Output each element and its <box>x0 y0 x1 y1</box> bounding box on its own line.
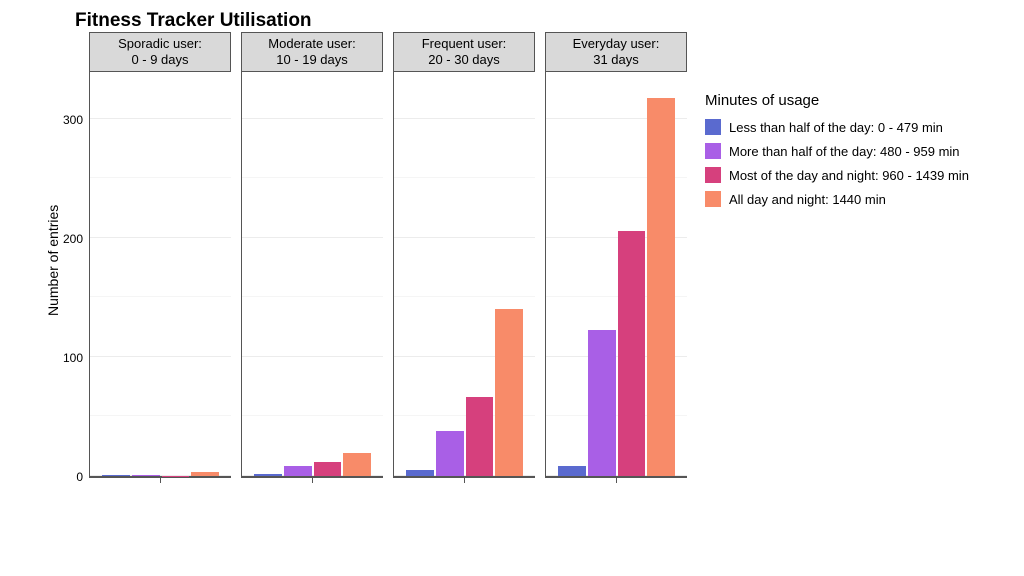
y-tick-label: 300 <box>63 114 83 126</box>
bar <box>162 476 190 477</box>
bar <box>618 231 646 476</box>
facet-row: Sporadic user:0 - 9 daysModerate user:10… <box>89 32 687 489</box>
legend-swatch <box>705 167 721 183</box>
facet-strip-label: Sporadic user:0 - 9 days <box>89 32 231 72</box>
bar <box>191 472 219 476</box>
legend-title: Minutes of usage <box>705 92 969 109</box>
legend-swatch <box>705 143 721 159</box>
legend-items: Less than half of the day: 0 - 479 min Mo… <box>705 119 969 207</box>
legend-swatch <box>705 119 721 135</box>
facet-panel: Sporadic user:0 - 9 days <box>89 32 231 489</box>
bar-group <box>90 72 231 476</box>
legend-swatch <box>705 191 721 207</box>
bar-group <box>394 72 535 476</box>
x-tick <box>89 477 231 489</box>
y-axis-label: Number of entries <box>45 58 61 463</box>
chart-container: Fitness Tracker Utilisation Number of en… <box>45 10 1005 550</box>
bar <box>406 470 434 476</box>
y-tick-label: 0 <box>76 471 83 483</box>
bar <box>466 397 494 476</box>
legend-label: Less than half of the day: 0 - 479 min <box>729 120 943 135</box>
bar <box>495 309 523 476</box>
plot-panel <box>393 72 535 477</box>
legend-item: More than half of the day: 480 - 959 min <box>705 143 969 159</box>
plot-panel <box>545 72 687 477</box>
x-tick <box>393 477 535 489</box>
bar <box>254 474 282 476</box>
bar <box>284 466 312 476</box>
bar <box>588 330 616 477</box>
legend-label: More than half of the day: 480 - 959 min <box>729 144 960 159</box>
y-tick-label: 100 <box>63 352 83 364</box>
x-tick <box>545 477 687 489</box>
facet-panel: Moderate user:10 - 19 days <box>241 32 383 489</box>
legend-item: Most of the day and night: 960 - 1439 mi… <box>705 167 969 183</box>
legend: Minutes of usage Less than half of the d… <box>705 92 969 215</box>
chart-title: Fitness Tracker Utilisation <box>75 10 1005 32</box>
bar <box>132 475 160 476</box>
plot-panel <box>89 72 231 477</box>
facet-panel: Everyday user:31 days <box>545 32 687 489</box>
bar <box>647 98 675 476</box>
y-tick-label: 200 <box>63 233 83 245</box>
bar <box>558 466 586 476</box>
y-axis-ticks: 0100200300 <box>61 72 89 477</box>
bar-group <box>546 72 687 476</box>
bar <box>343 453 371 476</box>
facet-strip-label: Everyday user:31 days <box>545 32 687 72</box>
chart-body: Number of entries 0 100 200 300 Sporadic us… <box>45 32 1005 489</box>
legend-label: Most of the day and night: 960 - 1439 mi… <box>729 168 969 183</box>
legend-item: Less than half of the day: 0 - 479 min <box>705 119 969 135</box>
facet-panel: Frequent user:20 - 30 days <box>393 32 535 489</box>
x-tick <box>241 477 383 489</box>
bar <box>436 431 464 476</box>
legend-label: All day and night: 1440 min <box>729 192 886 207</box>
legend-item: All day and night: 1440 min <box>705 191 969 207</box>
plot-panel <box>241 72 383 477</box>
bar <box>314 462 342 476</box>
bar-group <box>242 72 383 476</box>
facet-strip-label: Frequent user:20 - 30 days <box>393 32 535 72</box>
bar <box>102 475 130 476</box>
facet-strip-label: Moderate user:10 - 19 days <box>241 32 383 72</box>
